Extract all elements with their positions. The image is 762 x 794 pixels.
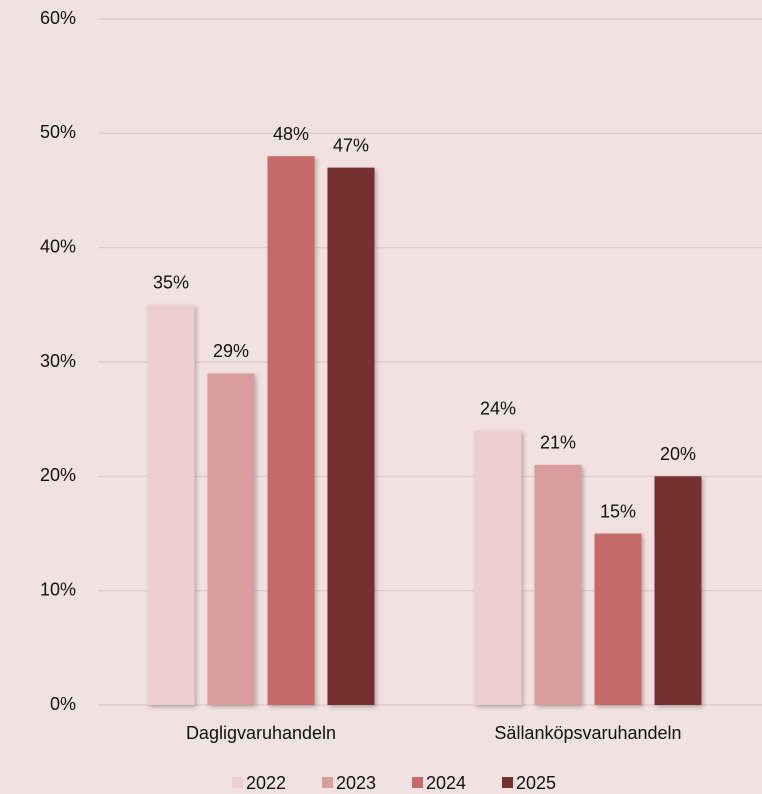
value-label: 47%: [333, 135, 369, 155]
bar: [654, 476, 702, 705]
y-tick-label: 60%: [40, 8, 76, 28]
legend-swatch: [412, 777, 423, 788]
y-tick-label: 10%: [40, 579, 76, 599]
bar: [327, 167, 375, 706]
legend-label: 2024: [426, 773, 466, 793]
legend-swatch: [322, 777, 333, 788]
bar: [207, 373, 255, 705]
x-tick-label: Dagligvaruhandeln: [186, 723, 336, 743]
legend-label: 2023: [336, 773, 376, 793]
value-label: 35%: [153, 273, 189, 293]
y-tick-label: 20%: [40, 465, 76, 485]
value-label: 20%: [660, 444, 696, 464]
legend-label: 2022: [246, 773, 286, 793]
value-label: 21%: [540, 433, 576, 453]
y-tick-label: 0%: [50, 694, 76, 714]
bar: [474, 430, 522, 705]
legend-label: 2025: [516, 773, 556, 793]
value-label: 48%: [273, 124, 309, 144]
value-label: 24%: [480, 398, 516, 418]
bar: [594, 533, 642, 705]
y-tick-label: 30%: [40, 351, 76, 371]
y-tick-label: 40%: [40, 236, 76, 256]
legend-swatch: [232, 777, 243, 788]
legend-swatch: [502, 777, 513, 788]
bar: [147, 304, 195, 705]
y-tick-label: 50%: [40, 122, 76, 142]
value-label: 29%: [213, 341, 249, 361]
bar: [267, 156, 315, 705]
x-tick-label: Sällanköpsvaruhandeln: [494, 723, 681, 743]
value-label: 15%: [600, 501, 636, 521]
bar: [534, 464, 582, 705]
